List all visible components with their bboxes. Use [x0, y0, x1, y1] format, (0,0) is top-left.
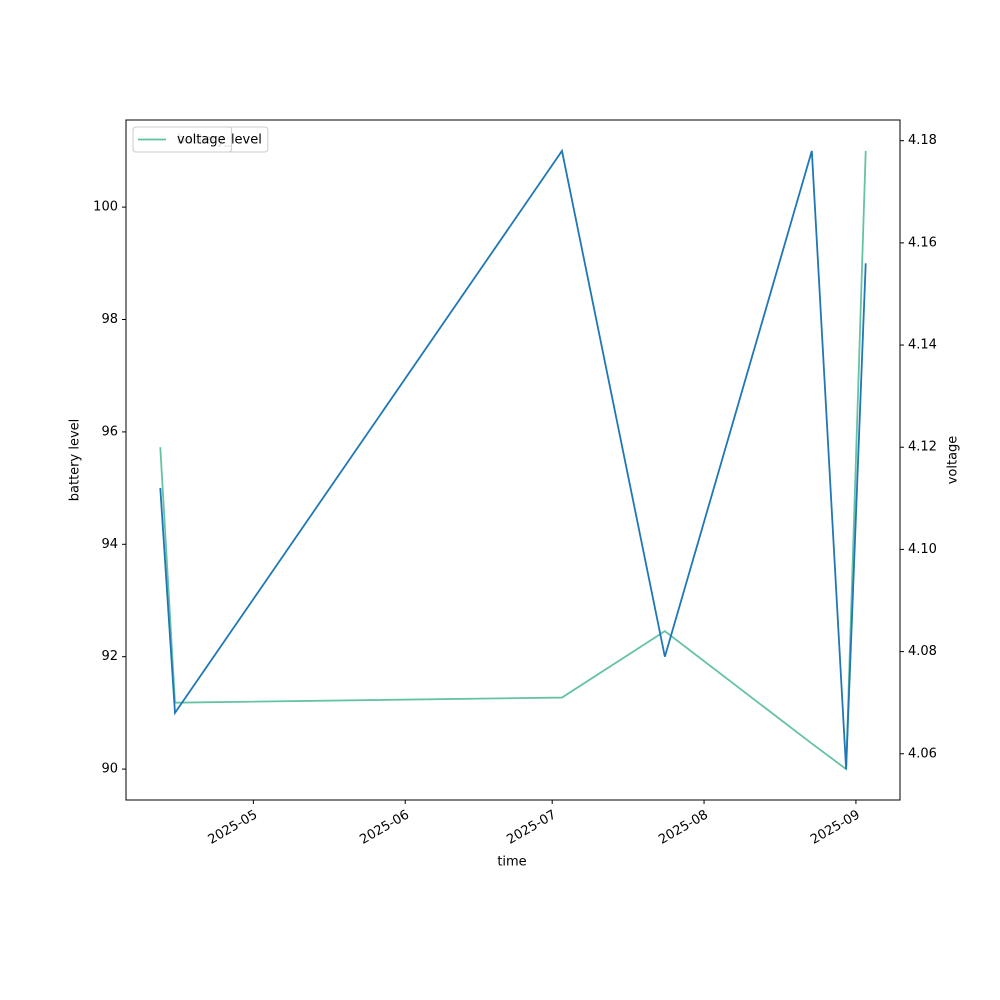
y-tick-label: 96 — [101, 424, 118, 439]
y2-tick-label: 4.12 — [908, 440, 937, 455]
x-tick-label: 2025-07 — [504, 808, 559, 848]
x-tick-label: 2025-08 — [656, 808, 711, 848]
data-line — [159, 150, 867, 771]
y-axis-label: battery level — [68, 419, 83, 502]
y2-tick-label: 4.14 — [908, 338, 937, 353]
y-tick-label: 94 — [101, 537, 118, 552]
y2-axis-label: voltage — [946, 436, 961, 485]
legend-box — [132, 126, 233, 153]
y-tick-label: 92 — [101, 649, 118, 664]
legend: voltage — [132, 126, 233, 153]
x-tick-label: 2025-09 — [808, 808, 863, 848]
y-tick-label: 100 — [93, 200, 118, 215]
y2-tick-label: 4.16 — [908, 235, 937, 250]
y2-tick-label: 4.08 — [908, 644, 937, 659]
x-tick-label: 2025-06 — [357, 808, 412, 848]
legend-label: voltage — [177, 133, 226, 148]
y-tick-label: 90 — [101, 762, 118, 777]
y2-tick-label: 4.10 — [908, 542, 937, 557]
y2-tick-label: 4.06 — [908, 746, 937, 761]
y2-tick-label: 4.18 — [908, 133, 937, 148]
data-line — [159, 148, 867, 770]
plot-frame — [125, 119, 901, 801]
y-tick-label: 98 — [101, 312, 118, 327]
x-axis-label: time — [497, 855, 526, 870]
x-tick-label: 2025-05 — [206, 808, 261, 848]
